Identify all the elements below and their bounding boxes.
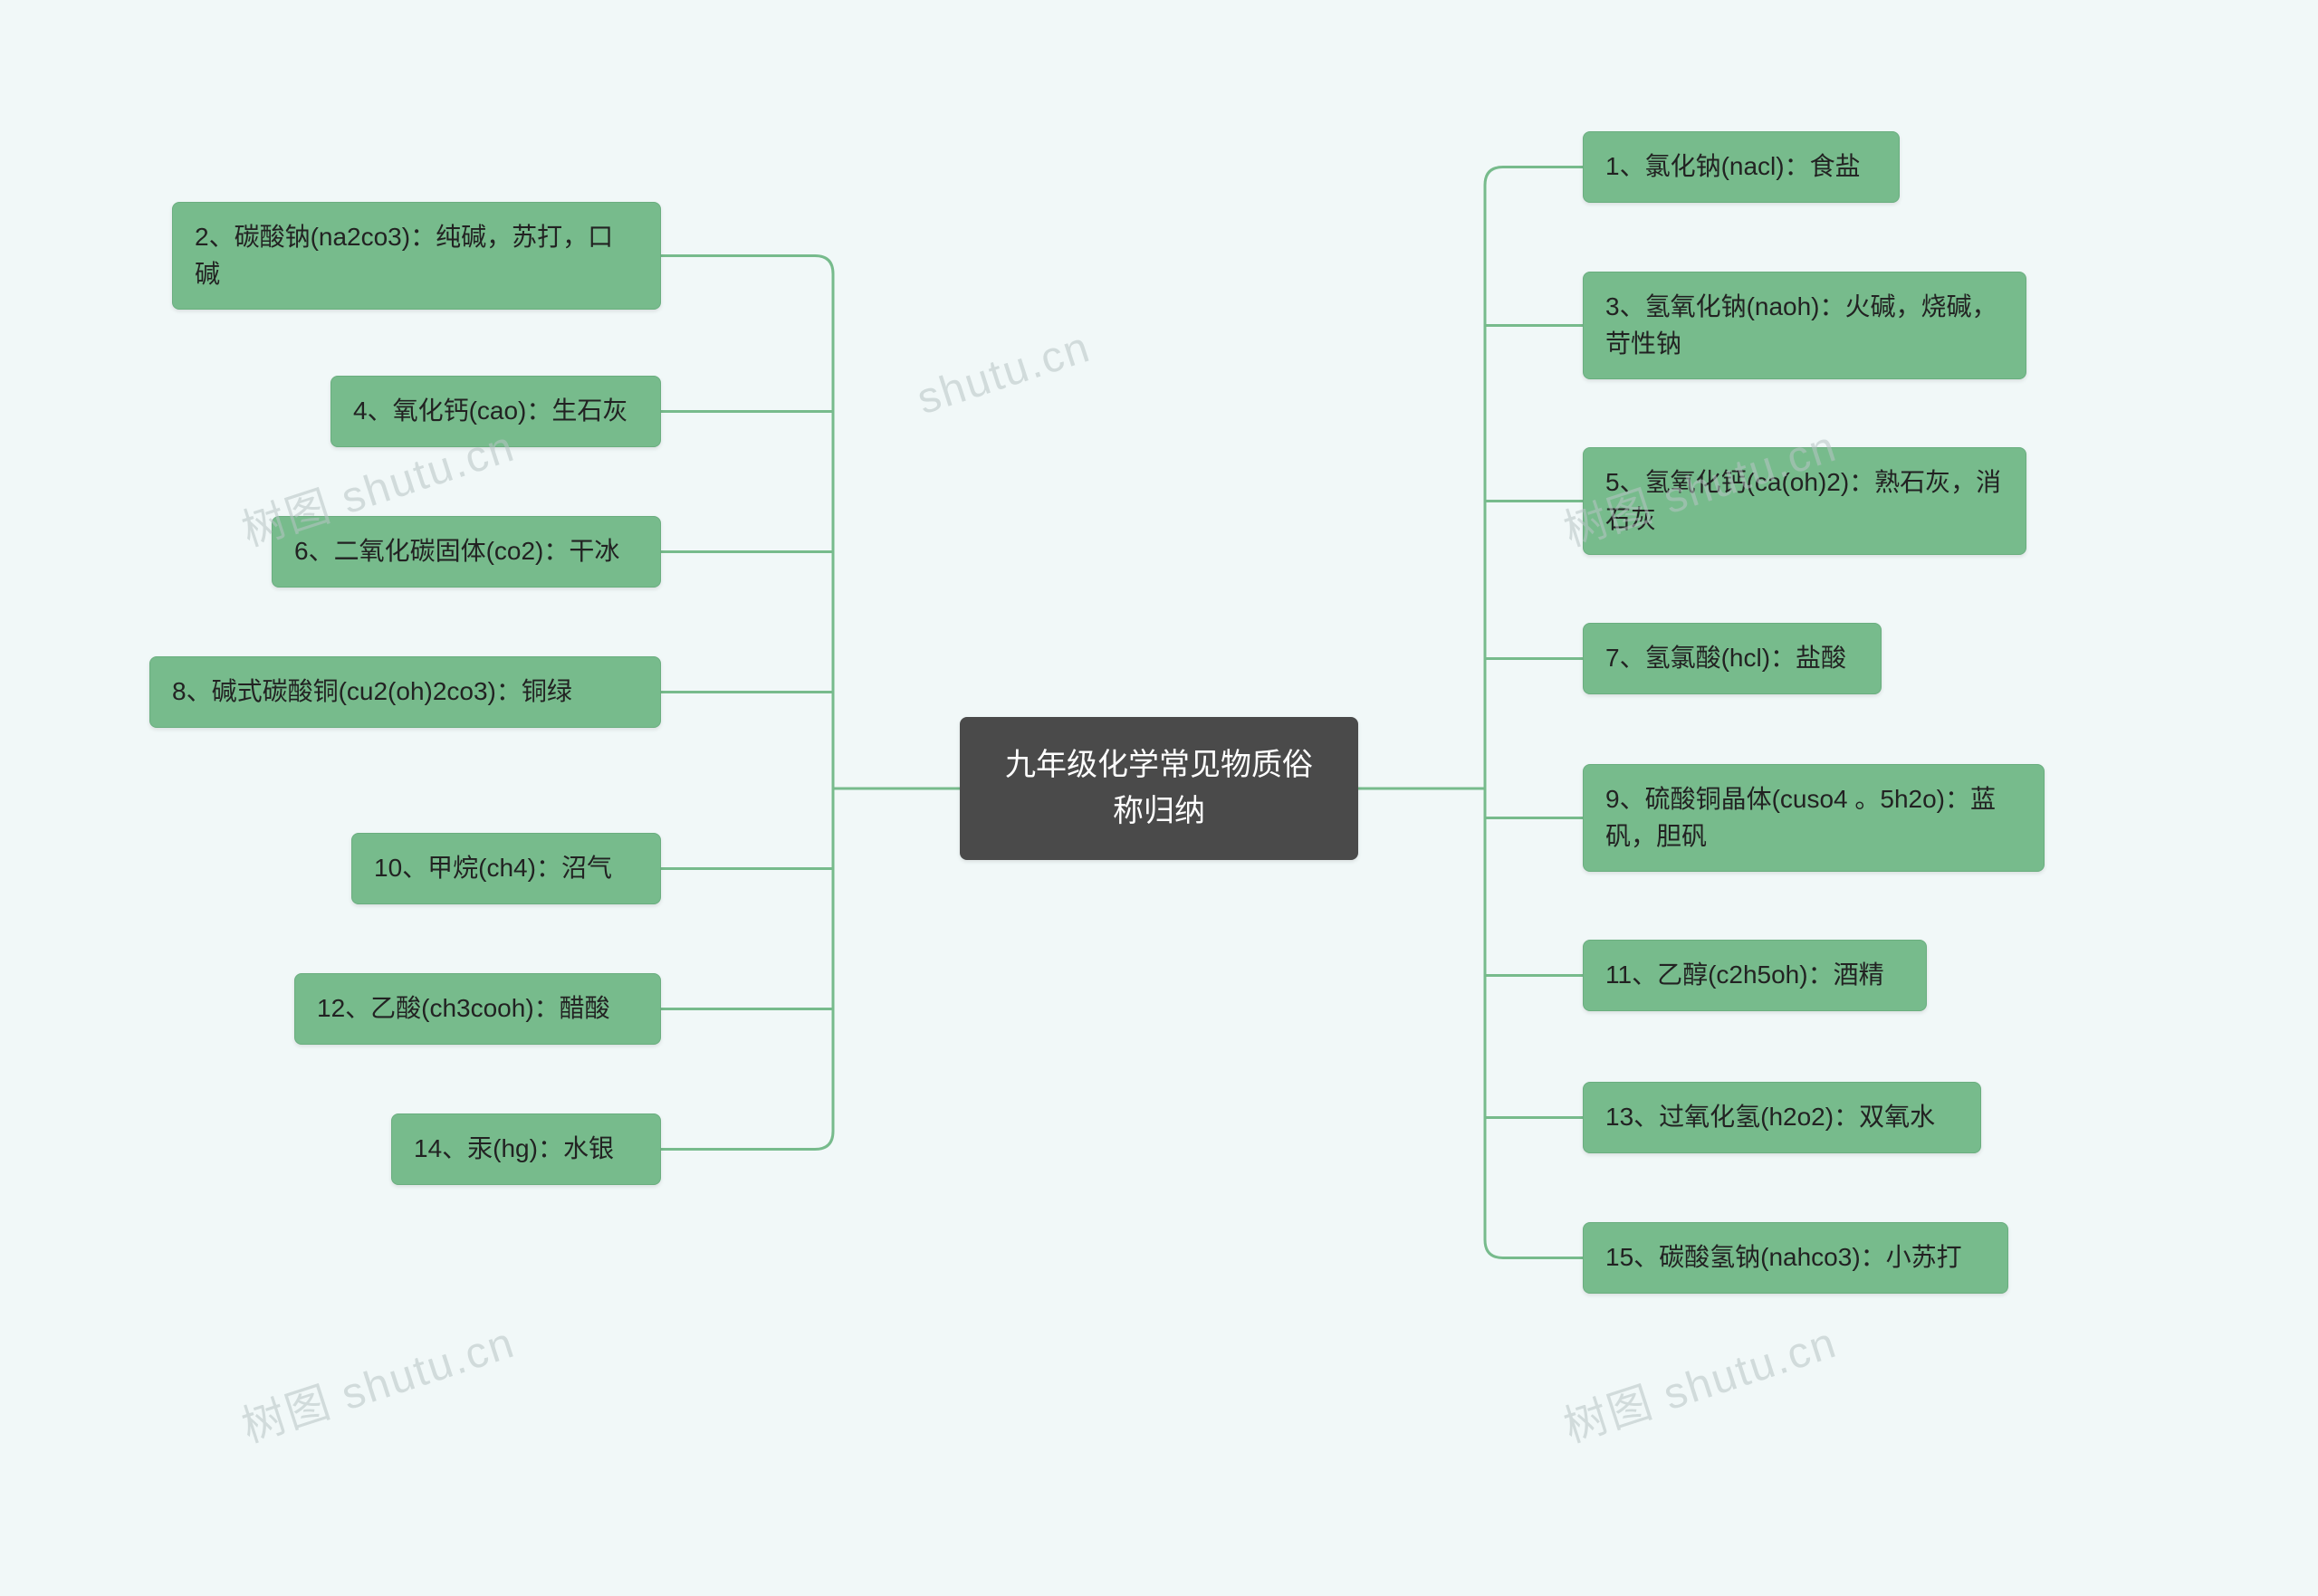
right-node-0-label: 1、氯化钠(nacl)：食盐 bbox=[1605, 152, 1861, 180]
watermark-2: 树图 shutu.cn bbox=[233, 1306, 522, 1454]
left-node-5-label: 12、乙酸(ch3cooh)：醋酸 bbox=[317, 994, 610, 1022]
left-node-1-label: 4、氧化钙(cao)：生石灰 bbox=[353, 397, 627, 425]
left-node-0-label: 2、碳酸钠(na2co3)：纯碱，苏打，口碱 bbox=[195, 223, 613, 288]
left-node-2-label: 6、二氧化碳固体(co2)：干冰 bbox=[294, 537, 619, 565]
right-node-7-label: 15、碳酸氢钠(nahco3)：小苏打 bbox=[1605, 1243, 1962, 1271]
right-node-5: 11、乙醇(c2h5oh)：酒精 bbox=[1583, 940, 1927, 1011]
right-node-3-label: 7、氢氯酸(hcl)：盐酸 bbox=[1605, 644, 1846, 672]
right-node-1-label: 3、氢氧化钠(naoh)：火碱，烧碱，苛性钠 bbox=[1605, 292, 1997, 358]
right-node-2: 5、氢氧化钙(ca(oh)2)：熟石灰，消石灰 bbox=[1583, 447, 2026, 555]
connector bbox=[1485, 167, 1583, 186]
right-node-5-label: 11、乙醇(c2h5oh)：酒精 bbox=[1605, 960, 1884, 989]
center-node: 九年级化学常见物质俗称归纳 bbox=[960, 717, 1358, 860]
watermark-3: 树图 shutu.cn bbox=[1555, 1306, 1844, 1454]
left-node-6-label: 14、汞(hg)：水银 bbox=[414, 1134, 614, 1162]
right-node-6-label: 13、过氧化氢(h2o2)：双氧水 bbox=[1605, 1103, 1935, 1131]
right-node-0: 1、氯化钠(nacl)：食盐 bbox=[1583, 131, 1900, 203]
right-node-3: 7、氢氯酸(hcl)：盐酸 bbox=[1583, 623, 1882, 694]
left-node-4: 10、甲烷(ch4)：沼气 bbox=[351, 833, 661, 904]
left-node-6: 14、汞(hg)：水银 bbox=[391, 1113, 661, 1185]
right-node-2-label: 5、氢氧化钙(ca(oh)2)：熟石灰，消石灰 bbox=[1605, 468, 2001, 533]
right-node-1: 3、氢氧化钠(naoh)：火碱，烧碱，苛性钠 bbox=[1583, 272, 2026, 379]
right-node-4: 9、硫酸铜晶体(cuso4 。5h2o)：蓝矾，胆矾 bbox=[1583, 764, 2045, 872]
connector bbox=[1485, 1240, 1583, 1258]
right-node-4-label: 9、硫酸铜晶体(cuso4 。5h2o)：蓝矾，胆矾 bbox=[1605, 785, 1996, 850]
left-node-3: 8、碱式碳酸铜(cu2(oh)2co3)：铜绿 bbox=[149, 656, 661, 728]
left-node-0: 2、碳酸钠(na2co3)：纯碱，苏打，口碱 bbox=[172, 202, 661, 310]
center-label: 九年级化学常见物质俗称归纳 bbox=[1005, 748, 1313, 828]
connector bbox=[661, 1132, 833, 1150]
right-node-7: 15、碳酸氢钠(nahco3)：小苏打 bbox=[1583, 1222, 2008, 1294]
left-node-4-label: 10、甲烷(ch4)：沼气 bbox=[374, 854, 612, 882]
left-node-3-label: 8、碱式碳酸铜(cu2(oh)2co3)：铜绿 bbox=[172, 677, 572, 705]
left-node-1: 4、氧化钙(cao)：生石灰 bbox=[330, 376, 661, 447]
left-node-2: 6、二氧化碳固体(co2)：干冰 bbox=[272, 516, 661, 588]
watermark-4: shutu.cn bbox=[911, 322, 1097, 425]
right-node-6: 13、过氧化氢(h2o2)：双氧水 bbox=[1583, 1082, 1981, 1153]
mindmap-canvas: 九年级化学常见物质俗称归纳 2、碳酸钠(na2co3)：纯碱，苏打，口碱 4、氧化… bbox=[0, 0, 2318, 1596]
left-node-5: 12、乙酸(ch3cooh)：醋酸 bbox=[294, 973, 661, 1045]
connector bbox=[661, 256, 833, 274]
